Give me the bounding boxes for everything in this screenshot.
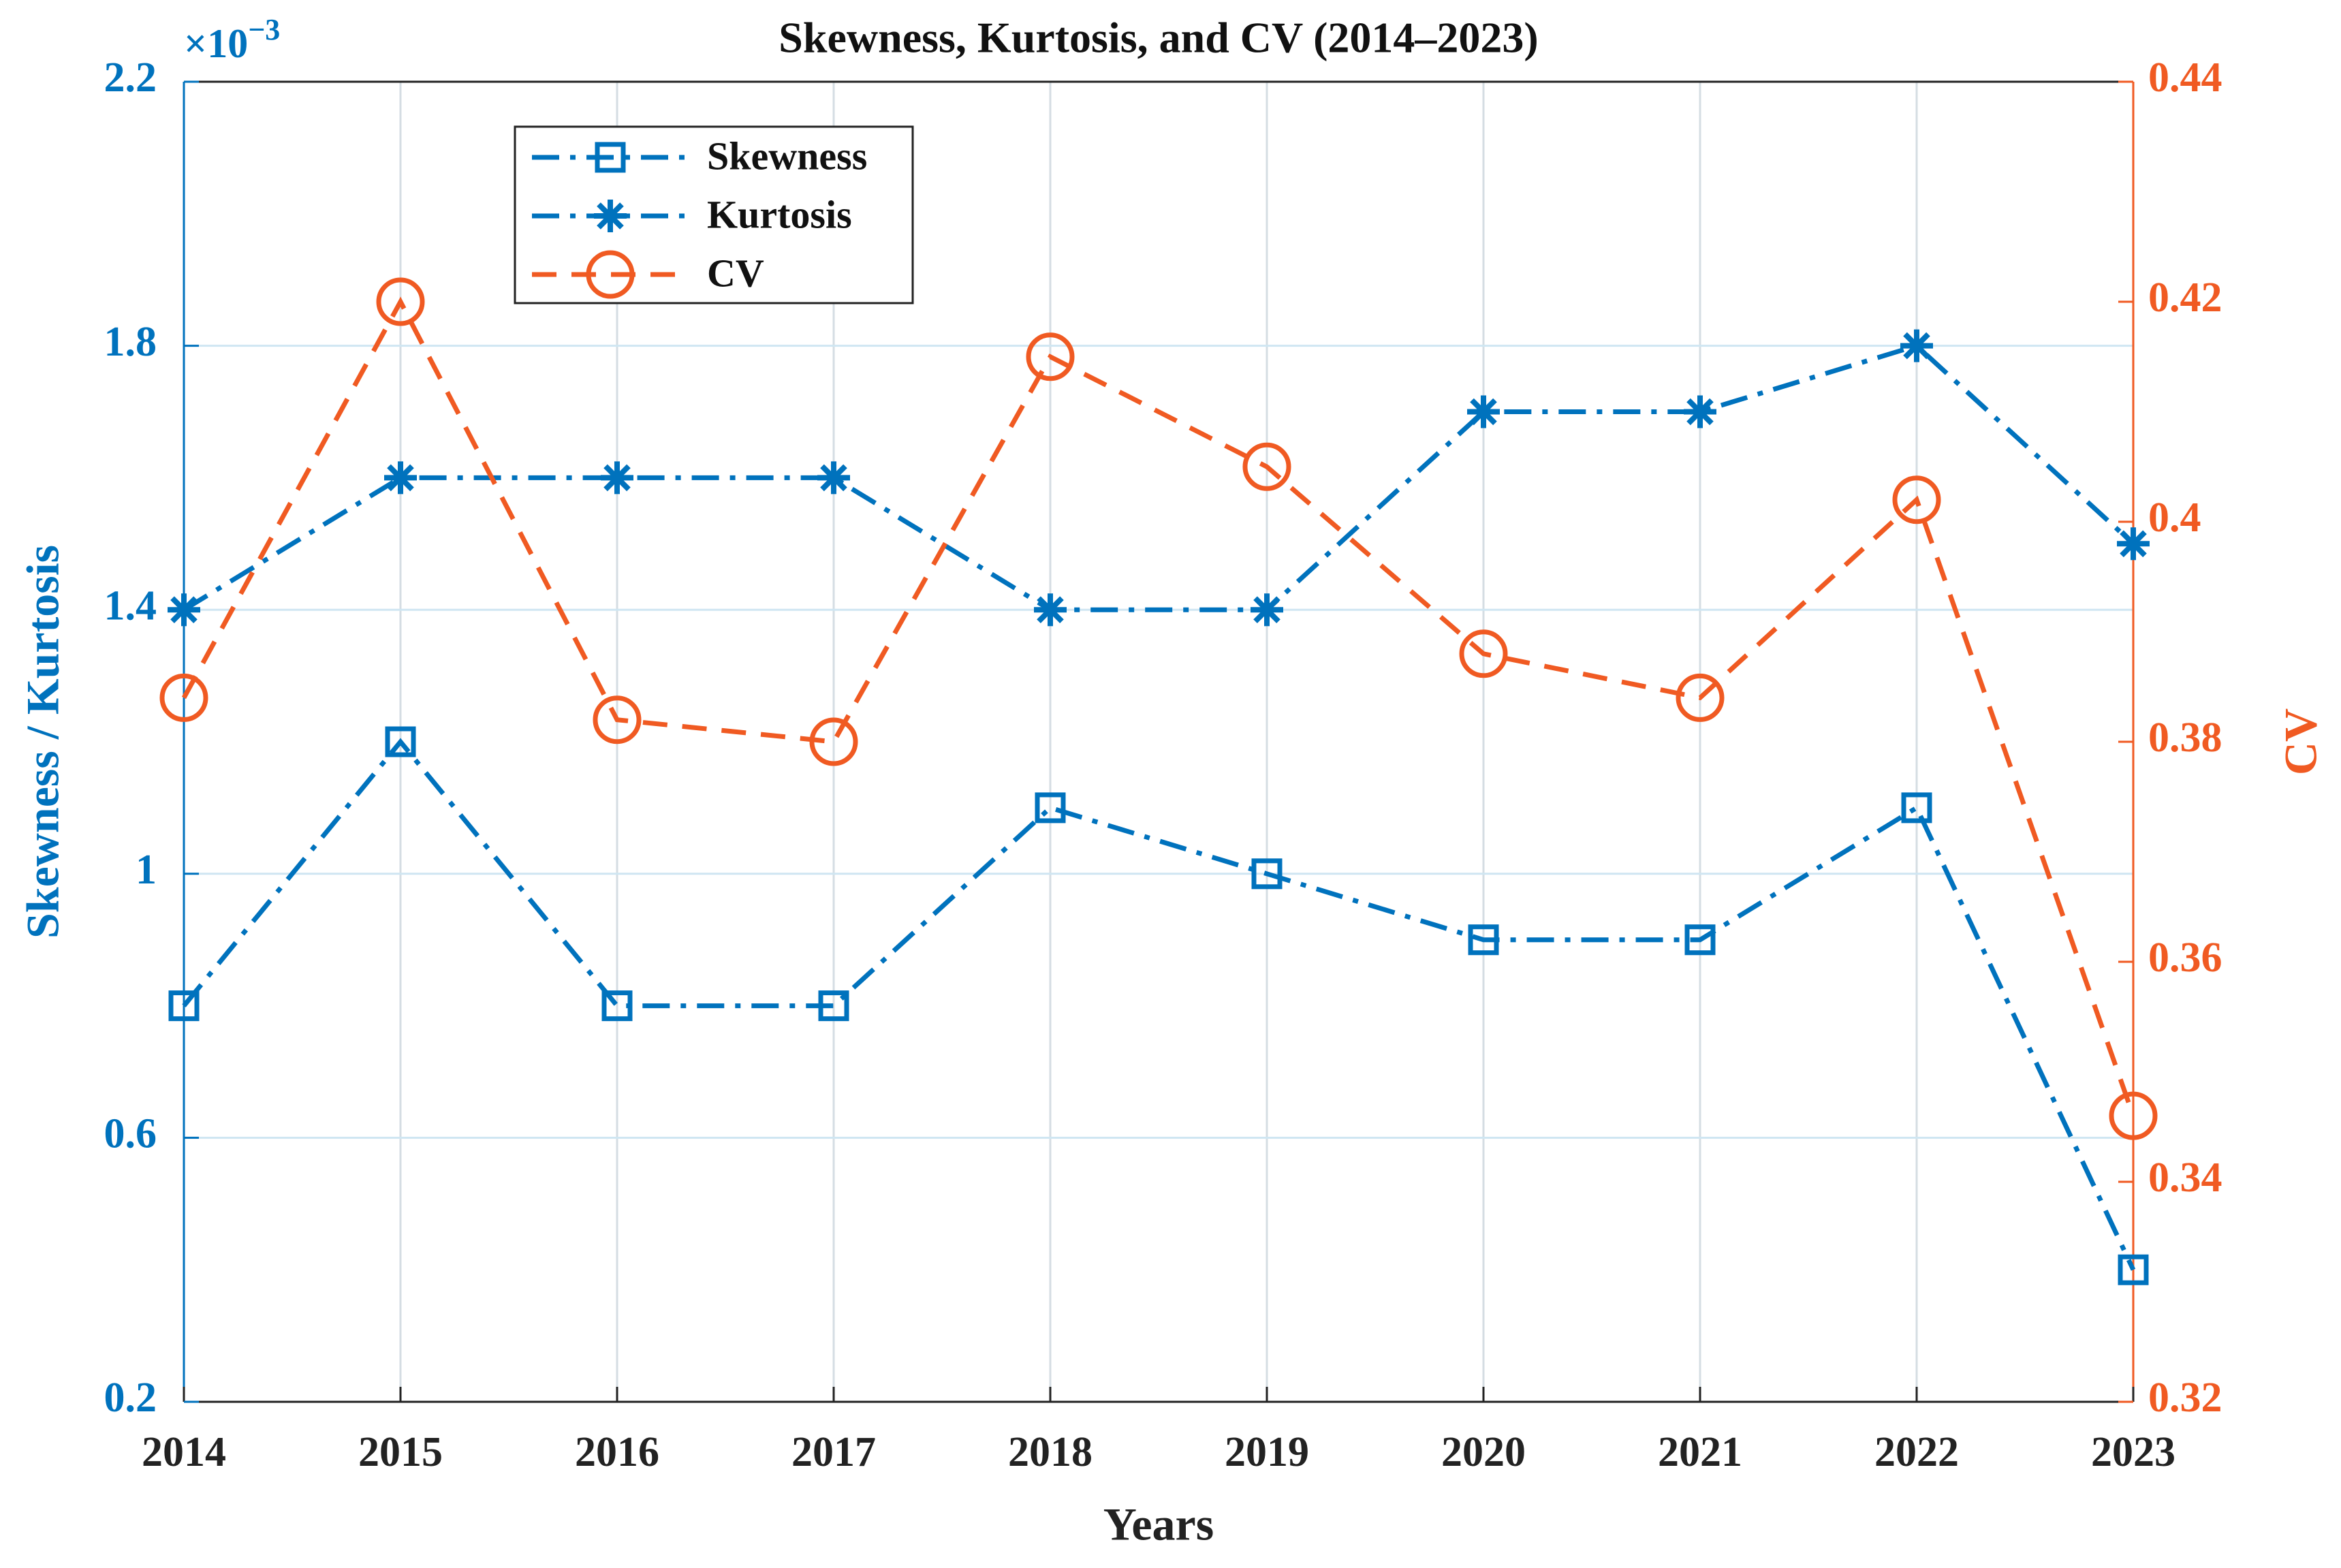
marker-asterisk bbox=[1034, 593, 1067, 627]
y2-tick-label: 0.36 bbox=[2148, 935, 2222, 981]
marker-circle bbox=[809, 717, 858, 766]
y-tick-label: 1.4 bbox=[104, 582, 157, 629]
marker-asterisk bbox=[601, 461, 633, 495]
x-tick-label: 2014 bbox=[142, 1429, 226, 1475]
y-axis-exponent: ×10−3 bbox=[184, 13, 280, 66]
marker-square bbox=[2118, 1254, 2149, 1285]
x-tick-label: 2023 bbox=[2091, 1429, 2175, 1475]
exponent-power: −3 bbox=[248, 13, 280, 46]
marker-asterisk bbox=[1251, 593, 1283, 627]
marker-circle bbox=[586, 250, 635, 299]
marker-asterisk bbox=[1900, 329, 1933, 362]
x-tick-label: 2016 bbox=[575, 1429, 659, 1475]
marker-square bbox=[1901, 792, 1932, 824]
x-tick-label: 2021 bbox=[1658, 1429, 1742, 1475]
marker-square bbox=[601, 990, 633, 1022]
marker-square bbox=[818, 990, 849, 1022]
y2-axis-label: CV bbox=[2275, 708, 2327, 775]
y2-tick-label: 0.34 bbox=[2148, 1155, 2222, 1201]
marker-asterisk bbox=[2117, 527, 2150, 561]
y-tick-label: 1.8 bbox=[104, 319, 157, 365]
x-tick-label: 2018 bbox=[1008, 1429, 1093, 1475]
x-tick-label: 2019 bbox=[1225, 1429, 1309, 1475]
series-line bbox=[181, 296, 2136, 1117]
marker-square bbox=[1468, 924, 1499, 956]
legend-label: Skewness bbox=[707, 134, 867, 178]
marker-circle bbox=[1459, 629, 1508, 678]
marker-square bbox=[595, 142, 626, 173]
marker-circle bbox=[1026, 332, 1075, 381]
marker-circle bbox=[159, 673, 208, 722]
x-tick-label: 2017 bbox=[791, 1429, 876, 1475]
marker-circle bbox=[593, 695, 642, 744]
marker-circle bbox=[376, 277, 425, 326]
marker-circle bbox=[1676, 673, 1725, 722]
y-tick-label: 0.2 bbox=[104, 1375, 157, 1421]
marker-square bbox=[1684, 924, 1716, 956]
marker-square bbox=[385, 726, 416, 757]
marker-asterisk bbox=[168, 593, 200, 627]
marker-asterisk bbox=[1684, 395, 1716, 428]
marker-square bbox=[168, 990, 200, 1022]
y2-tick-label: 0.44 bbox=[2148, 54, 2222, 101]
marker-circle bbox=[1242, 442, 1291, 491]
marker-circle bbox=[1892, 475, 1941, 524]
marker-asterisk bbox=[384, 461, 417, 495]
y-axis-label: Skewness / Kurtosis bbox=[17, 545, 69, 939]
x-tick-label: 2020 bbox=[1441, 1429, 1526, 1475]
marker-square bbox=[1035, 792, 1066, 824]
legend-label: CV bbox=[707, 251, 764, 295]
x-tick-label: 2015 bbox=[358, 1429, 443, 1475]
exponent-base: ×10 bbox=[184, 21, 248, 66]
y2-tick-label: 0.38 bbox=[2148, 715, 2222, 761]
y-tick-label: 0.6 bbox=[104, 1111, 157, 1157]
marker-asterisk bbox=[817, 461, 850, 495]
marker-asterisk bbox=[1467, 395, 1500, 428]
marker-circle bbox=[2109, 1091, 2158, 1140]
legend: Skewness Kurtosis CV bbox=[514, 125, 914, 304]
x-tick-label: 2022 bbox=[1874, 1429, 1959, 1475]
y2-tick-label: 0.42 bbox=[2148, 275, 2222, 321]
y2-tick-label: 0.32 bbox=[2148, 1375, 2222, 1421]
series-line bbox=[183, 343, 2135, 612]
marker-asterisk bbox=[594, 200, 627, 232]
marker-square bbox=[1251, 858, 1283, 890]
y-tick-label: 2.2 bbox=[104, 54, 157, 101]
chart-title: Skewness, Kurtosis, and CV (2014–2023) bbox=[779, 14, 1538, 62]
x-axis-label: Years bbox=[1103, 1499, 1214, 1550]
legend-label: Kurtosis bbox=[707, 192, 852, 236]
y2-tick-label: 0.4 bbox=[2148, 495, 2201, 541]
series-line bbox=[182, 738, 2136, 1271]
y-tick-label: 1 bbox=[136, 847, 157, 893]
